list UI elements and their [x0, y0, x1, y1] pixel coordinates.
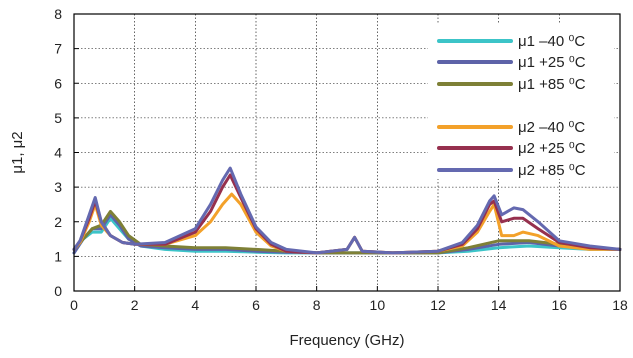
x-tick-label: 2 [131, 297, 139, 313]
x-tick-label: 4 [191, 297, 199, 313]
legend-label-3: μ2 –40 ⁰C [518, 119, 585, 136]
x-tick-label: 14 [491, 297, 507, 313]
legend-label-4: μ2 +25 ⁰C [518, 140, 586, 157]
x-tick-label: 16 [552, 297, 568, 313]
series-lines [72, 166, 622, 255]
x-axis-title: Frequency (GHz) [289, 332, 404, 349]
legend: μ1 –40 ⁰C μ1 +25 ⁰C μ1 +85 ⁰C μ2 –40 ⁰C μ2 +… [428, 24, 614, 179]
y-tick-label: 6 [54, 75, 62, 91]
legend-label-0: μ1 –40 ⁰C [518, 33, 585, 50]
x-tick-label: 0 [70, 297, 78, 313]
x-tick-label: 10 [370, 297, 386, 313]
series-line-5 [72, 166, 622, 255]
y-tick-label: 4 [54, 145, 62, 161]
y-tick-label: 2 [54, 214, 62, 230]
y-axis-title: μ1, μ2 [9, 131, 26, 173]
x-tick-label: 12 [430, 297, 446, 313]
legend-background [428, 24, 614, 179]
x-tick-label: 18 [612, 297, 628, 313]
legend-label-2: μ1 +85 ⁰C [518, 76, 586, 93]
y-tick-label: 1 [54, 248, 62, 264]
x-tick-label: 8 [313, 297, 321, 313]
y-tick-label: 0 [54, 283, 62, 299]
y-tick-label: 5 [54, 110, 62, 126]
y-tick-label: 7 [54, 41, 62, 57]
x-tick-label: 6 [252, 297, 260, 313]
y-tick-label: 8 [54, 6, 62, 22]
legend-label-1: μ1 +25 ⁰C [518, 54, 586, 71]
y-tick-label: 3 [54, 179, 62, 195]
legend-label-5: μ2 +85 ⁰C [518, 162, 586, 179]
series-line-2 [72, 209, 622, 255]
